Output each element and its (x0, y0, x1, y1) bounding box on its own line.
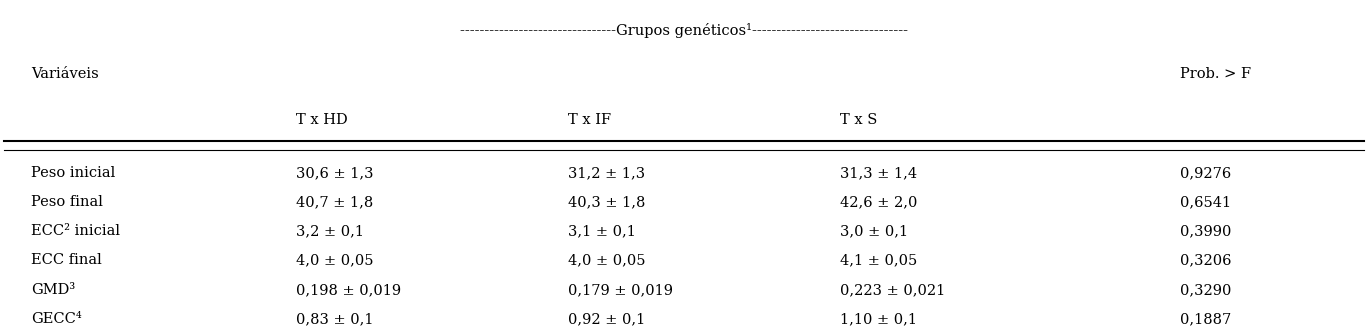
Text: 0,83 ± 0,1: 0,83 ± 0,1 (297, 312, 373, 326)
Text: ECC final: ECC final (31, 253, 103, 267)
Text: --------------------------------Grupos genéticos¹-------------------------------: --------------------------------Grupos g… (460, 23, 908, 38)
Text: 0,223 ± 0,021: 0,223 ± 0,021 (840, 283, 945, 297)
Text: 31,2 ± 1,3: 31,2 ± 1,3 (569, 166, 646, 180)
Text: 4,0 ± 0,05: 4,0 ± 0,05 (569, 253, 646, 267)
Text: Peso inicial: Peso inicial (31, 166, 116, 180)
Text: 31,3 ± 1,4: 31,3 ± 1,4 (840, 166, 918, 180)
Text: Variáveis: Variáveis (31, 66, 98, 80)
Text: 4,0 ± 0,05: 4,0 ± 0,05 (297, 253, 373, 267)
Text: GMD³: GMD³ (31, 283, 75, 297)
Text: 40,3 ± 1,8: 40,3 ± 1,8 (569, 195, 646, 209)
Text: 0,3990: 0,3990 (1181, 224, 1231, 238)
Text: 3,1 ± 0,1: 3,1 ± 0,1 (569, 224, 636, 238)
Text: GECC⁴: GECC⁴ (31, 312, 82, 326)
Text: Prob. > F: Prob. > F (1181, 66, 1252, 80)
Text: 0,3206: 0,3206 (1181, 253, 1231, 267)
Text: T x IF: T x IF (569, 113, 611, 127)
Text: 0,179 ± 0,019: 0,179 ± 0,019 (569, 283, 673, 297)
Text: 0,198 ± 0,019: 0,198 ± 0,019 (297, 283, 402, 297)
Text: 42,6 ± 2,0: 42,6 ± 2,0 (840, 195, 918, 209)
Text: 4,1 ± 0,05: 4,1 ± 0,05 (840, 253, 918, 267)
Text: 1,10 ± 0,1: 1,10 ± 0,1 (840, 312, 918, 326)
Text: 0,3290: 0,3290 (1181, 283, 1231, 297)
Text: 0,1887: 0,1887 (1181, 312, 1231, 326)
Text: 0,9276: 0,9276 (1181, 166, 1231, 180)
Text: 40,7 ± 1,8: 40,7 ± 1,8 (297, 195, 373, 209)
Text: 3,2 ± 0,1: 3,2 ± 0,1 (297, 224, 364, 238)
Text: 0,92 ± 0,1: 0,92 ± 0,1 (569, 312, 646, 326)
Text: ECC² inicial: ECC² inicial (31, 224, 120, 238)
Text: T x HD: T x HD (297, 113, 349, 127)
Text: T x S: T x S (840, 113, 878, 127)
Text: 0,6541: 0,6541 (1181, 195, 1231, 209)
Text: 30,6 ± 1,3: 30,6 ± 1,3 (297, 166, 373, 180)
Text: Peso final: Peso final (31, 195, 103, 209)
Text: 3,0 ± 0,1: 3,0 ± 0,1 (840, 224, 908, 238)
